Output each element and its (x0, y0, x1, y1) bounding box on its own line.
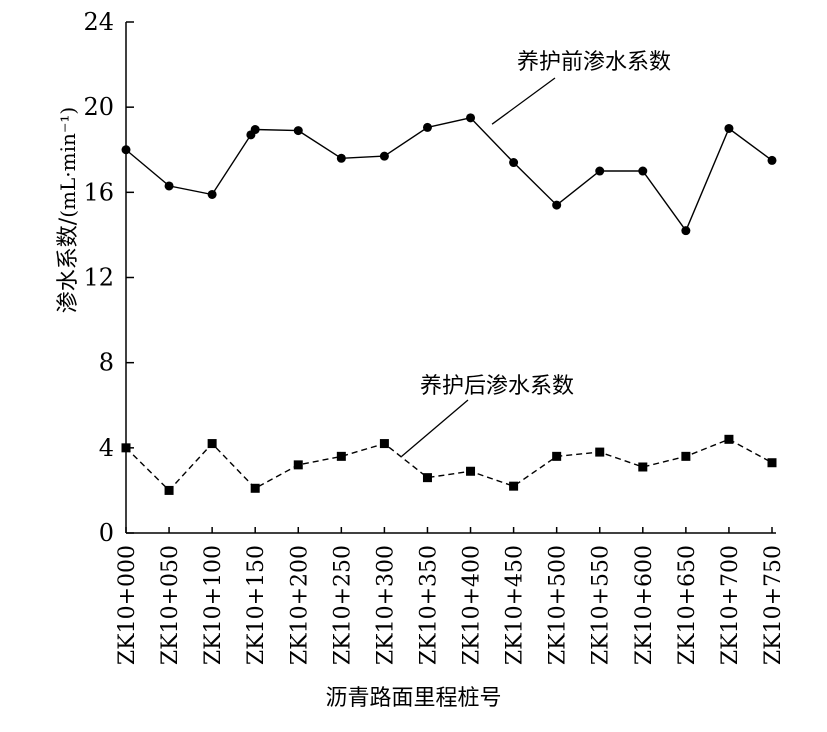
data-point-after (724, 434, 734, 444)
data-point-before (250, 125, 260, 135)
data-point-after (595, 447, 605, 457)
y-tick-label: 0 (99, 519, 114, 547)
x-tick-label: ZK10+650 (675, 545, 700, 665)
series-line (125, 117, 773, 233)
data-point-before (724, 123, 734, 133)
data-point-before (422, 122, 432, 132)
x-tick-label: ZK10+400 (460, 545, 485, 665)
data-point-after (681, 451, 691, 461)
annotation-leaders (401, 77, 556, 457)
y-tick-label: 24 (83, 8, 114, 36)
data-point-before (767, 155, 777, 165)
series-label-before: 养护前渗水系数 (517, 50, 672, 75)
y-tick-label: 20 (83, 93, 114, 121)
x-tick-label: ZK10+200 (287, 545, 312, 665)
x-tick-label: ZK10+700 (718, 545, 743, 665)
x-tick-label: ZK10+500 (546, 545, 571, 665)
data-point-before (681, 226, 691, 236)
data-point-before (509, 158, 519, 168)
y-tick-label: 12 (83, 264, 114, 292)
x-tick-label: ZK10+050 (158, 545, 183, 665)
x-tick-label: ZK10+300 (373, 545, 398, 665)
data-point-after (422, 473, 432, 483)
series-label-after: 养护后渗水系数 (420, 374, 575, 399)
data-point-before (121, 145, 131, 155)
data-point-before (638, 166, 648, 176)
x-axis-label: 沥青路面里程桩号 (325, 686, 502, 711)
data-point-after (121, 443, 131, 453)
data-point-after (638, 462, 648, 472)
x-tick-label: ZK10+450 (503, 545, 528, 665)
x-tick-label: ZK10+100 (201, 545, 226, 665)
leader-line-after (401, 399, 469, 457)
data-point-before (466, 113, 476, 123)
x-tick-label: ZK10+550 (589, 545, 614, 665)
data-point-after (250, 483, 260, 493)
data-point-after (466, 466, 476, 476)
data-point-before (595, 166, 605, 176)
series-line (125, 438, 773, 492)
data-point-after (336, 451, 346, 461)
y-tick-label: 16 (83, 178, 114, 206)
x-tick-label: ZK10+750 (761, 545, 786, 665)
y-axis-label: 渗水系数/(mL·min⁻¹) (56, 106, 81, 314)
y-ticks: 0 4 8 12 16 20 24 (83, 8, 134, 547)
data-point-before (336, 153, 346, 163)
data-point-after (767, 458, 777, 468)
data-point-before (293, 126, 303, 136)
y-tick-label: 4 (99, 434, 114, 462)
data-point-after (379, 439, 389, 449)
data-point-after (293, 460, 303, 470)
x-tick-label: ZK10+350 (416, 545, 441, 665)
data-point-before (379, 151, 389, 161)
x-ticks: ZK10+000 ZK10+050 ZK10+100 ZK10+150 ZK10+200… (115, 527, 786, 665)
x-tick-label: ZK10+250 (330, 545, 355, 665)
data-point-after (552, 451, 562, 461)
series-group (121, 113, 777, 495)
data-point-before (164, 181, 174, 191)
y-tick-label: 8 (99, 349, 114, 377)
leader-line-before (491, 77, 556, 125)
data-point-after (164, 485, 174, 495)
data-point-before (552, 200, 562, 210)
data-point-after (207, 439, 217, 449)
data-point-after (509, 481, 519, 491)
x-tick-label: ZK10+150 (244, 545, 269, 665)
x-tick-label: ZK10+600 (632, 545, 657, 665)
data-point-before (207, 189, 217, 199)
x-tick-label: ZK10+000 (115, 545, 140, 665)
